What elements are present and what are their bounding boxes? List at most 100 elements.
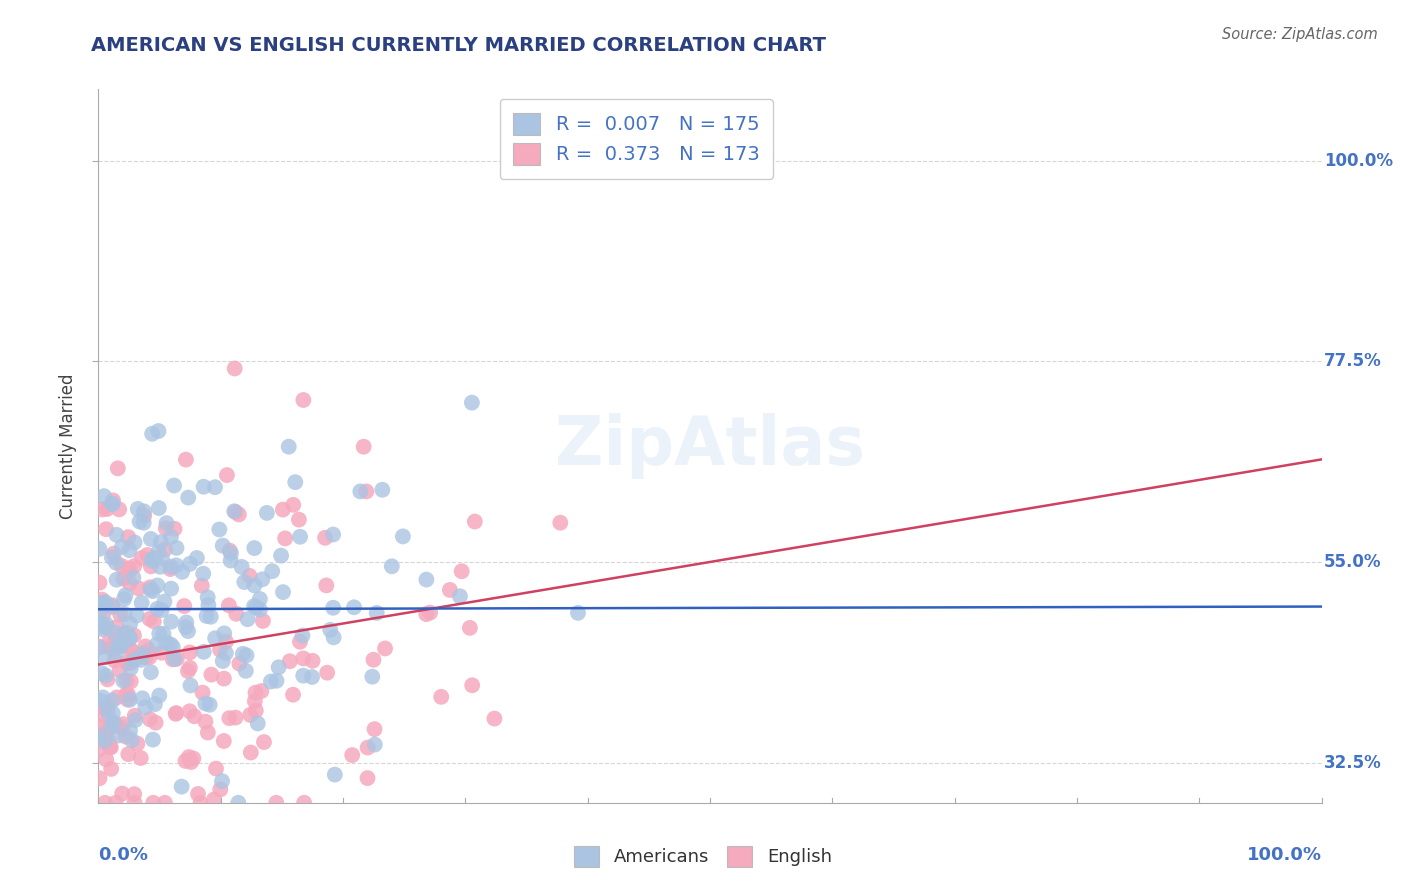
Point xyxy=(145,715,167,730)
Point xyxy=(139,665,162,680)
Point xyxy=(143,697,166,711)
Point xyxy=(90,616,112,631)
Point xyxy=(127,737,149,751)
Point xyxy=(103,653,125,667)
Point xyxy=(314,531,336,545)
Point xyxy=(381,559,404,574)
Point xyxy=(101,497,124,511)
Point xyxy=(110,640,132,654)
Point xyxy=(100,740,122,755)
Y-axis label: Currently Married: Currently Married xyxy=(59,373,77,519)
Point xyxy=(90,603,112,617)
Point xyxy=(197,598,219,612)
Point xyxy=(343,600,366,615)
Point xyxy=(211,654,233,668)
Point xyxy=(139,582,162,597)
Point xyxy=(148,424,170,438)
Point xyxy=(108,663,131,677)
Point xyxy=(91,502,114,516)
Point xyxy=(118,632,141,647)
Point xyxy=(364,738,387,752)
Point xyxy=(115,673,138,688)
Point xyxy=(103,547,125,561)
Point xyxy=(174,452,197,467)
Point xyxy=(292,392,315,407)
Point xyxy=(174,615,197,630)
Point xyxy=(111,559,134,574)
Point xyxy=(245,600,267,615)
Point xyxy=(117,747,139,761)
Point xyxy=(98,633,121,648)
Point xyxy=(245,704,267,718)
Point xyxy=(150,646,173,660)
Text: 32.5%: 32.5% xyxy=(1324,754,1382,772)
Point xyxy=(567,606,589,620)
Point xyxy=(252,572,274,586)
Text: 100.0%: 100.0% xyxy=(1247,846,1322,863)
Point xyxy=(288,530,311,544)
Point xyxy=(108,630,131,644)
Point xyxy=(163,652,186,666)
Point xyxy=(105,640,128,654)
Point xyxy=(219,546,242,560)
Point xyxy=(145,638,167,652)
Point xyxy=(105,690,128,705)
Point xyxy=(118,564,141,578)
Point xyxy=(117,688,139,702)
Point xyxy=(149,535,172,549)
Point xyxy=(131,596,153,610)
Point xyxy=(115,625,138,640)
Point xyxy=(484,712,506,726)
Point xyxy=(107,461,129,475)
Point xyxy=(194,714,217,729)
Point xyxy=(120,642,142,657)
Point xyxy=(120,661,142,675)
Point xyxy=(101,599,124,613)
Point xyxy=(105,648,128,662)
Point xyxy=(101,599,124,614)
Point xyxy=(449,589,471,603)
Point xyxy=(356,740,378,755)
Point xyxy=(136,548,159,562)
Point xyxy=(87,742,110,756)
Point xyxy=(179,661,201,675)
Point xyxy=(98,739,121,754)
Point xyxy=(464,515,486,529)
Point xyxy=(166,541,188,555)
Point xyxy=(111,540,134,554)
Point xyxy=(89,575,111,590)
Point xyxy=(153,796,176,810)
Point xyxy=(134,700,156,714)
Point xyxy=(177,491,200,505)
Point xyxy=(252,614,274,628)
Point xyxy=(150,603,173,617)
Point xyxy=(103,634,125,648)
Point xyxy=(148,501,170,516)
Point xyxy=(96,723,118,738)
Point xyxy=(129,653,152,667)
Point xyxy=(212,672,235,686)
Point xyxy=(458,621,481,635)
Point xyxy=(101,706,124,721)
Point xyxy=(322,600,344,615)
Point xyxy=(138,643,160,657)
Point xyxy=(159,559,181,574)
Point xyxy=(218,543,240,558)
Point xyxy=(253,735,276,749)
Point xyxy=(90,619,112,633)
Point xyxy=(292,651,315,665)
Point xyxy=(183,751,205,765)
Point xyxy=(163,522,186,536)
Point xyxy=(101,693,124,707)
Point xyxy=(177,664,200,678)
Point xyxy=(198,698,221,712)
Point xyxy=(191,686,214,700)
Point xyxy=(165,706,187,720)
Point xyxy=(148,626,170,640)
Point xyxy=(112,592,135,607)
Point xyxy=(183,709,205,723)
Point xyxy=(194,697,217,711)
Text: AMERICAN VS ENGLISH CURRENTLY MARRIED CORRELATION CHART: AMERICAN VS ENGLISH CURRENTLY MARRIED CO… xyxy=(91,36,827,54)
Legend: R =  0.007   N = 175, R =  0.373   N = 173: R = 0.007 N = 175, R = 0.373 N = 173 xyxy=(499,99,773,178)
Point xyxy=(112,717,135,731)
